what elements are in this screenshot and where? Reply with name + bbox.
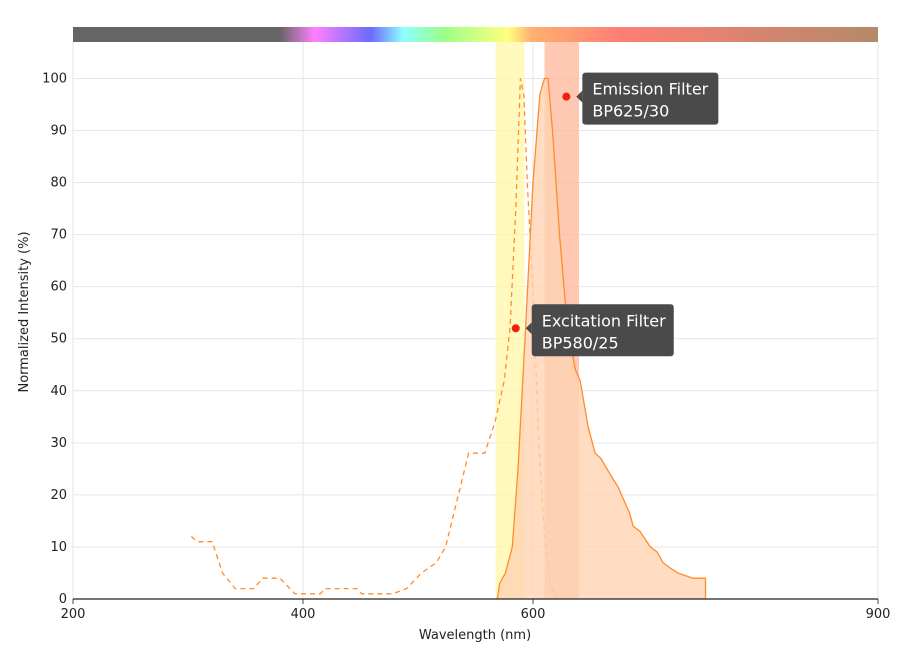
x-tick-label: 400: [291, 607, 316, 622]
y-tick-label: 100: [42, 71, 67, 86]
axes: [72, 598, 879, 604]
y-tick-label: 50: [50, 332, 67, 347]
excitation-tooltip-pointer: [525, 322, 532, 335]
x-tick-label: 600: [521, 607, 546, 622]
y-tick-label: 70: [50, 228, 67, 243]
y-tick-label: 30: [50, 436, 67, 451]
excitation-tooltip-filter-name: BP580/25: [542, 333, 619, 352]
emission-spectrum-fill: [497, 78, 706, 599]
spectrum-bar: [73, 27, 878, 42]
emission-tooltip-filter-name: BP625/30: [592, 102, 669, 121]
tick-labels: 0 10 20 30 40 50 60 70 80 90 100 200 400 600 900: [42, 71, 890, 622]
emission-marker[interactable]: [562, 92, 571, 101]
x-tick-label: 900: [866, 607, 891, 622]
excitation-tooltip: [531, 304, 674, 357]
emission-spectrum-line: [496, 77, 707, 600]
y-tick-label: 10: [50, 540, 67, 555]
excitation-tooltip-label: Excitation Filter: [542, 311, 666, 330]
emission-tooltip-label: Emission Filter: [592, 80, 708, 99]
y-tick-label: 20: [50, 488, 67, 503]
y-tick-label: 0: [59, 592, 67, 607]
y-tick-label: 80: [50, 176, 67, 191]
y-axis-label: Normalized Intensity (%): [17, 231, 32, 392]
y-tick-label: 90: [50, 123, 67, 138]
series-layer: [190, 77, 707, 600]
excitation-marker[interactable]: [511, 324, 520, 333]
y-tick-label: 40: [50, 384, 67, 399]
emission-tooltip-pointer: [576, 90, 583, 103]
annotations: Excitation Filter BP580/25 Emission Filter…: [511, 72, 719, 357]
emission-tooltip: [582, 72, 719, 125]
y-tick-label: 60: [50, 280, 67, 295]
grid: [72, 42, 879, 600]
x-tick-label: 200: [61, 607, 86, 622]
x-axis-label: Wavelength (nm): [419, 628, 531, 643]
